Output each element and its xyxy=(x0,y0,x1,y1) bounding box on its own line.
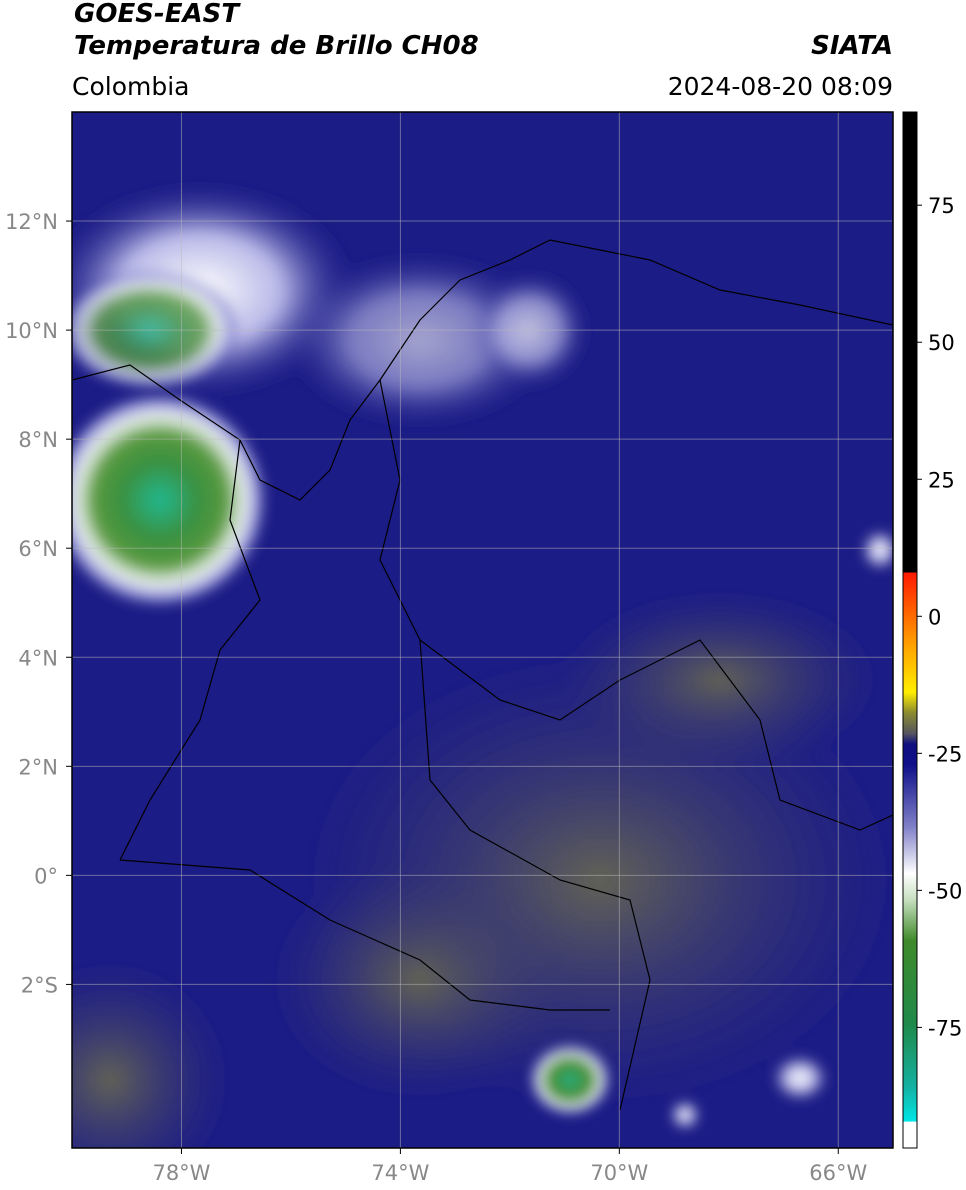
x-tick-label: 78°W xyxy=(152,1161,210,1185)
y-tick-label: 2°N xyxy=(18,755,58,779)
colorbar-label: 0 xyxy=(928,605,941,629)
source: SIATA xyxy=(811,31,893,61)
colorbar-label: -25 xyxy=(928,742,962,766)
colorbar-label: 25 xyxy=(928,468,955,492)
y-tick-label: 0° xyxy=(34,864,58,888)
y-tick-label: 4°N xyxy=(18,646,58,670)
region: Colombia xyxy=(72,72,189,101)
x-tick-label: 74°W xyxy=(371,1161,429,1185)
y-tick-label: 12°N xyxy=(5,210,58,234)
y-tick-label: 6°N xyxy=(18,537,58,561)
colorbar-label: 75 xyxy=(928,194,955,218)
satellite: GOES-EAST xyxy=(74,0,241,29)
x-tick-label: 66°W xyxy=(809,1161,867,1185)
y-tick-label: 8°N xyxy=(18,428,58,452)
colorbar-label: 50 xyxy=(928,331,955,355)
y-tick-label: 2°S xyxy=(21,973,58,997)
product: Temperatura de Brillo CH08 xyxy=(74,31,479,61)
x-tick-label: 70°W xyxy=(590,1161,648,1185)
satellite-image xyxy=(72,112,893,1148)
colorbar-label: -50 xyxy=(928,879,962,903)
map-frame xyxy=(71,111,894,1149)
y-tick-label: 10°N xyxy=(5,319,58,343)
colorbar xyxy=(902,111,918,1149)
datetime: 2024-08-20 08:09 xyxy=(668,72,893,101)
colorbar-label: -75 xyxy=(928,1016,962,1040)
